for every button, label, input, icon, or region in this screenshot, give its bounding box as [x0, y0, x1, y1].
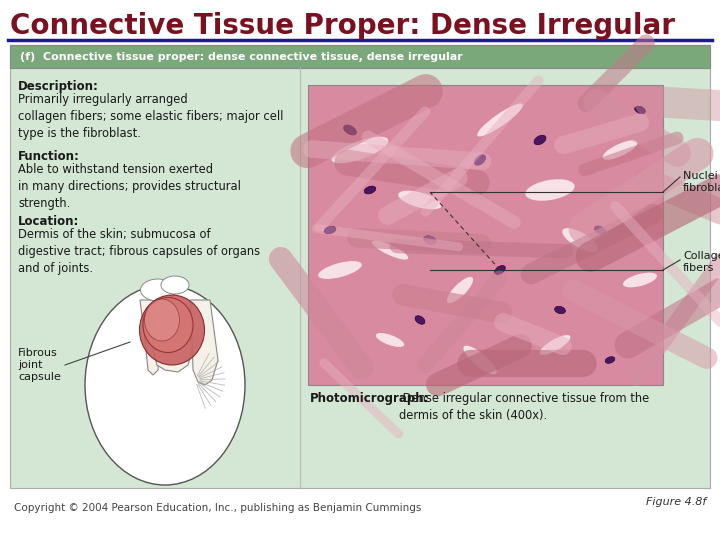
- Ellipse shape: [143, 298, 193, 353]
- Text: Collagen
fibers: Collagen fibers: [683, 251, 720, 273]
- Ellipse shape: [324, 226, 336, 234]
- Ellipse shape: [603, 140, 637, 160]
- Text: Dermis of the skin; submucosa of
digestive tract; fibrous capsules of organs
and: Dermis of the skin; submucosa of digesti…: [18, 228, 260, 275]
- Text: Location:: Location:: [18, 215, 79, 228]
- Ellipse shape: [140, 295, 204, 365]
- Text: Description:: Description:: [18, 80, 99, 93]
- Text: Function:: Function:: [18, 150, 80, 163]
- Text: Fibrous
joint
capsule: Fibrous joint capsule: [18, 348, 61, 382]
- Text: Dense irregular connective tissue from the
dermis of the skin (400x).: Dense irregular connective tissue from t…: [399, 392, 649, 422]
- Text: Able to withstand tension exerted
in many directions; provides structural
streng: Able to withstand tension exerted in man…: [18, 163, 241, 210]
- Ellipse shape: [464, 346, 497, 374]
- Ellipse shape: [623, 273, 657, 287]
- Ellipse shape: [376, 333, 404, 347]
- Ellipse shape: [526, 179, 575, 201]
- Text: (f)  Connective tissue proper: dense connective tissue, dense irregular: (f) Connective tissue proper: dense conn…: [20, 52, 463, 62]
- Ellipse shape: [635, 106, 645, 114]
- Ellipse shape: [477, 104, 523, 137]
- Text: Copyright © 2004 Pearson Education, Inc., publishing as Benjamin Cummings: Copyright © 2004 Pearson Education, Inc.…: [14, 503, 421, 513]
- Polygon shape: [153, 300, 195, 372]
- Polygon shape: [140, 300, 160, 375]
- Ellipse shape: [332, 137, 388, 163]
- Ellipse shape: [534, 135, 546, 145]
- Text: Photomicrograph:: Photomicrograph:: [310, 392, 430, 405]
- Ellipse shape: [318, 261, 362, 279]
- Text: Connective Tissue Proper: Dense Irregular: Connective Tissue Proper: Dense Irregula…: [10, 12, 675, 40]
- Ellipse shape: [447, 277, 473, 303]
- Ellipse shape: [398, 191, 442, 210]
- Bar: [10, 45, 710, 68]
- Ellipse shape: [343, 125, 356, 135]
- Ellipse shape: [554, 306, 565, 314]
- Ellipse shape: [606, 357, 615, 363]
- Ellipse shape: [85, 285, 245, 485]
- Ellipse shape: [539, 335, 570, 355]
- Ellipse shape: [424, 235, 436, 245]
- Ellipse shape: [595, 226, 606, 234]
- Ellipse shape: [495, 266, 505, 274]
- Polygon shape: [190, 300, 218, 385]
- Ellipse shape: [415, 316, 425, 324]
- Ellipse shape: [161, 276, 189, 294]
- Bar: [10, 45, 710, 488]
- Ellipse shape: [372, 240, 408, 260]
- Ellipse shape: [364, 186, 376, 194]
- Bar: [308, 85, 663, 385]
- Ellipse shape: [562, 228, 598, 252]
- Ellipse shape: [145, 299, 179, 341]
- Text: Primarily irregularly arranged
collagen fibers; some elastic fibers; major cell
: Primarily irregularly arranged collagen …: [18, 93, 284, 140]
- Text: Figure 4.8f: Figure 4.8f: [646, 497, 706, 507]
- Ellipse shape: [474, 155, 485, 165]
- Ellipse shape: [140, 279, 176, 301]
- Text: Nuclei of
fibroblasts: Nuclei of fibroblasts: [683, 171, 720, 193]
